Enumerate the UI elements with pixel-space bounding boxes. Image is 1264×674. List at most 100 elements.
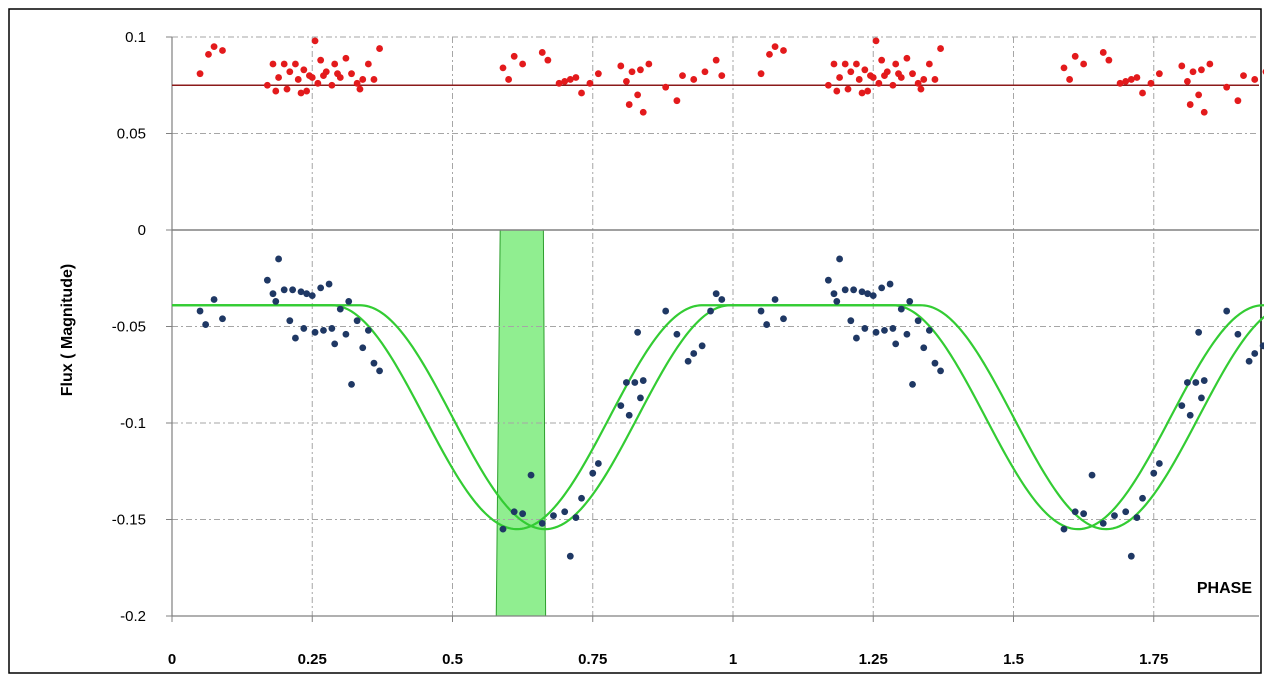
residual-point	[317, 56, 325, 64]
residual-point	[286, 68, 294, 76]
observation-point	[892, 340, 900, 348]
observation-point	[881, 326, 888, 334]
observation-point	[1251, 350, 1259, 357]
residual-point	[519, 60, 527, 68]
residual-point	[499, 64, 507, 72]
residual-point	[892, 60, 900, 68]
observation-point	[1234, 330, 1242, 338]
observation-point	[1139, 494, 1146, 502]
observation-point	[292, 334, 299, 342]
observation-point	[1127, 552, 1135, 560]
x-tick-label: 1.5	[1003, 651, 1024, 668]
observation-point	[499, 525, 507, 533]
observation-point	[718, 296, 726, 303]
residual-point	[679, 72, 686, 79]
x-tick-label: 0.75	[578, 651, 607, 668]
residual-point	[1133, 74, 1141, 81]
residual-point	[586, 79, 594, 87]
x-tick-label: 1	[729, 651, 737, 668]
residual-point	[634, 91, 642, 99]
observation-point	[303, 290, 311, 298]
residual-point	[376, 45, 383, 52]
residual-point	[937, 45, 944, 52]
residual-point	[1234, 97, 1242, 105]
residual-point	[1155, 70, 1163, 78]
residual-point	[322, 68, 330, 76]
observation-point	[1133, 514, 1141, 521]
residual-point	[1240, 72, 1247, 79]
residual-point	[510, 52, 518, 60]
observation-point	[376, 367, 383, 375]
x-tick-label: 1.75	[1139, 651, 1168, 668]
observation-point	[308, 292, 316, 300]
residual-point	[505, 76, 512, 83]
y-axis-title: Flux ( Magnitude)	[59, 264, 76, 396]
residual-point	[336, 74, 344, 81]
observation-point	[219, 315, 226, 323]
observation-point	[909, 381, 916, 388]
residual-point	[847, 68, 855, 76]
residual-point	[639, 108, 647, 116]
observation-point	[348, 381, 355, 388]
residual-point	[858, 89, 866, 97]
residual-point	[645, 60, 653, 68]
observation-point	[872, 328, 880, 336]
observation-point	[780, 315, 787, 323]
observation-point	[858, 288, 866, 296]
model-curves-layer	[172, 304, 1264, 531]
residual-point	[356, 85, 364, 93]
x-tick-label: 1.25	[859, 651, 888, 668]
residual-point	[328, 81, 336, 89]
tick-labels-layer: 0.1 0.05 0 -0.05 -0.1 -0.15 -0.2 0 0.25 0.5 0.75 1 1…	[112, 29, 1169, 668]
observation-point	[850, 286, 858, 294]
residual-point	[673, 97, 681, 105]
observation-point	[771, 296, 779, 303]
observation-point	[625, 411, 633, 419]
residual-point	[766, 50, 773, 58]
y-tick-label: -0.05	[112, 319, 146, 336]
residual-point	[869, 74, 877, 81]
residual-point	[1223, 83, 1231, 91]
observation-point	[578, 494, 585, 502]
observation-point	[1122, 508, 1130, 516]
residual-point	[348, 70, 355, 78]
observation-point	[824, 276, 832, 284]
observation-point	[673, 330, 681, 338]
residual-point	[1066, 76, 1073, 83]
observation-point	[830, 290, 838, 298]
observation-point	[210, 296, 218, 303]
observation-point	[359, 344, 367, 352]
observation-point	[550, 512, 557, 520]
observation-point	[527, 471, 535, 479]
residual-point	[931, 76, 939, 83]
observation-point	[1200, 377, 1208, 384]
residual-point	[308, 74, 316, 81]
observation-point	[698, 342, 706, 350]
residual-point	[544, 56, 552, 64]
observation-point	[847, 317, 855, 325]
observation-point	[1111, 512, 1118, 520]
residual-point	[210, 43, 218, 51]
residual-point	[909, 70, 916, 78]
residual-point	[1122, 77, 1130, 85]
observation-point	[196, 307, 204, 315]
observation-point	[342, 330, 350, 338]
residual-point	[263, 81, 271, 89]
residual-point	[690, 76, 698, 83]
observation-point	[690, 350, 698, 357]
observation-point	[1080, 510, 1088, 518]
model-curve-2	[172, 304, 1264, 531]
observation-point	[317, 284, 325, 292]
residual-point	[628, 68, 636, 76]
residual-point	[903, 54, 911, 62]
observation-point	[637, 394, 644, 402]
residual-point	[370, 76, 378, 83]
observation-point	[906, 298, 914, 305]
residual-point	[712, 56, 720, 64]
observation-point	[617, 402, 625, 410]
residual-point	[662, 83, 670, 91]
residual-point	[1080, 60, 1088, 68]
observation-point	[889, 325, 897, 332]
observation-point	[311, 328, 319, 336]
